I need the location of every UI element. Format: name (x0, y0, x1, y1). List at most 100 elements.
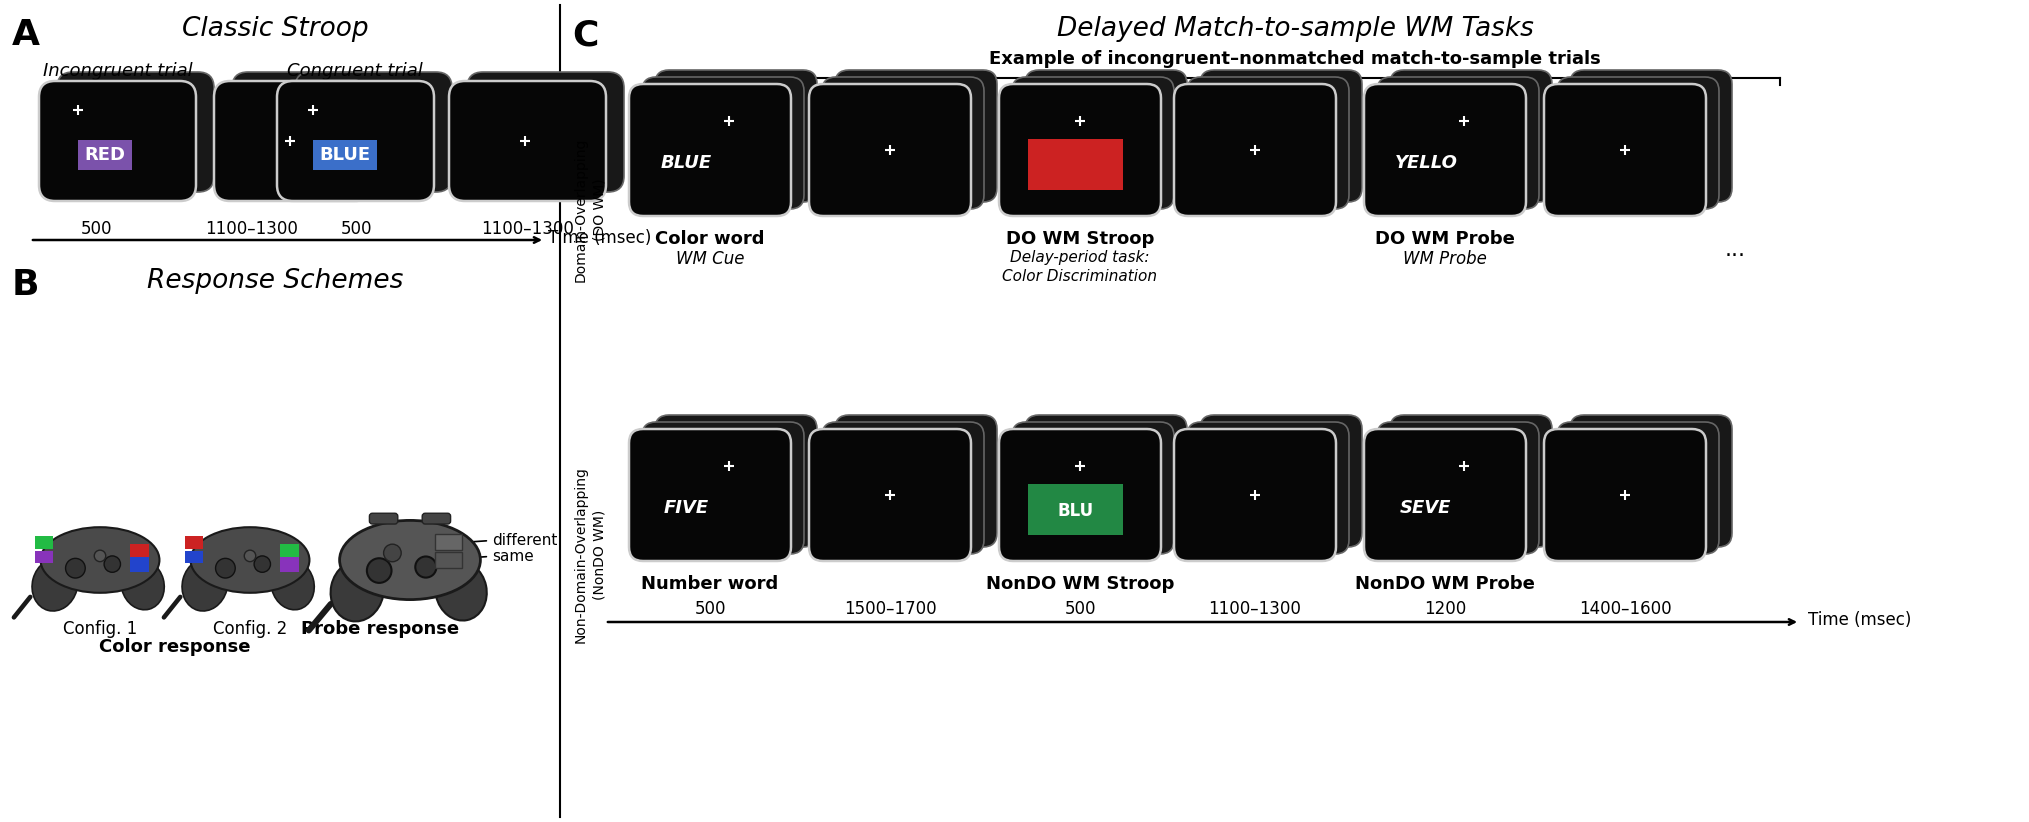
Text: different: different (491, 533, 558, 548)
Circle shape (103, 556, 120, 572)
Text: Incongruent trial: Incongruent trial (43, 62, 193, 80)
Text: BLU: BLU (1057, 501, 1094, 520)
Text: YELLO: YELLO (1394, 154, 1457, 172)
FancyBboxPatch shape (1390, 415, 1552, 547)
Text: 1100–1300: 1100–1300 (1209, 600, 1301, 618)
FancyBboxPatch shape (422, 513, 450, 524)
Circle shape (65, 558, 85, 578)
FancyBboxPatch shape (1025, 70, 1187, 202)
Ellipse shape (183, 558, 227, 611)
FancyBboxPatch shape (1029, 483, 1122, 535)
FancyBboxPatch shape (1378, 77, 1540, 209)
Text: 500: 500 (694, 600, 726, 618)
FancyBboxPatch shape (436, 534, 463, 551)
FancyBboxPatch shape (1556, 77, 1719, 209)
FancyBboxPatch shape (34, 551, 53, 563)
FancyBboxPatch shape (185, 536, 203, 549)
FancyBboxPatch shape (998, 84, 1161, 216)
FancyBboxPatch shape (1187, 77, 1349, 209)
Text: 1100–1300: 1100–1300 (205, 220, 298, 238)
Text: NonDO WM Stroop: NonDO WM Stroop (986, 575, 1175, 593)
Text: WM Probe: WM Probe (1404, 250, 1487, 268)
Text: DO WM Probe: DO WM Probe (1376, 230, 1516, 248)
FancyBboxPatch shape (655, 415, 818, 547)
Circle shape (215, 558, 235, 578)
Text: Delayed Match-to-sample WM Tasks: Delayed Match-to-sample WM Tasks (1057, 16, 1534, 42)
Text: Config. 2: Config. 2 (213, 620, 288, 638)
FancyBboxPatch shape (294, 72, 452, 192)
Text: Non-Domain-Overlapping
(NonDO WM): Non-Domain-Overlapping (NonDO WM) (574, 467, 607, 644)
Text: same: same (491, 549, 534, 564)
FancyBboxPatch shape (448, 81, 607, 201)
FancyBboxPatch shape (655, 70, 818, 202)
Circle shape (416, 556, 436, 578)
FancyBboxPatch shape (185, 551, 203, 563)
Text: 500: 500 (81, 220, 114, 238)
Text: Congruent trial: Congruent trial (288, 62, 422, 80)
Text: 1400–1600: 1400–1600 (1579, 600, 1672, 618)
Text: Time (msec): Time (msec) (548, 229, 651, 247)
FancyBboxPatch shape (836, 70, 996, 202)
Text: Color word: Color word (655, 230, 765, 248)
FancyBboxPatch shape (1378, 422, 1540, 554)
Ellipse shape (339, 520, 481, 599)
FancyBboxPatch shape (1544, 429, 1706, 561)
Text: Classic Stroop: Classic Stroop (183, 16, 369, 42)
Text: 1500–1700: 1500–1700 (844, 600, 935, 618)
FancyBboxPatch shape (231, 72, 390, 192)
FancyBboxPatch shape (1363, 429, 1526, 561)
FancyBboxPatch shape (1029, 139, 1122, 190)
FancyBboxPatch shape (822, 422, 984, 554)
FancyBboxPatch shape (1363, 84, 1526, 216)
FancyBboxPatch shape (39, 81, 197, 201)
FancyBboxPatch shape (1175, 429, 1335, 561)
Ellipse shape (436, 561, 487, 621)
Circle shape (254, 556, 270, 572)
Text: A: A (12, 18, 41, 52)
Circle shape (367, 558, 392, 583)
Text: Config. 1: Config. 1 (63, 620, 138, 638)
Text: BLUE: BLUE (659, 154, 712, 172)
FancyBboxPatch shape (280, 544, 298, 556)
FancyBboxPatch shape (1544, 84, 1706, 216)
Text: Domain-Overlapping
(DO WM): Domain-Overlapping (DO WM) (574, 138, 607, 282)
Text: ...: ... (1725, 240, 1747, 260)
Ellipse shape (191, 527, 310, 593)
FancyBboxPatch shape (1012, 422, 1175, 554)
Text: NonDO WM Probe: NonDO WM Probe (1355, 575, 1534, 593)
FancyBboxPatch shape (369, 513, 398, 524)
FancyBboxPatch shape (1187, 422, 1349, 554)
FancyBboxPatch shape (1199, 70, 1361, 202)
Text: B: B (12, 268, 39, 302)
FancyBboxPatch shape (836, 415, 996, 547)
Text: 1200: 1200 (1424, 600, 1467, 618)
FancyBboxPatch shape (1199, 415, 1361, 547)
Text: Delay-period task:
Color Discrimination: Delay-period task: Color Discrimination (1002, 250, 1157, 284)
FancyBboxPatch shape (998, 429, 1161, 561)
FancyBboxPatch shape (130, 557, 148, 572)
FancyBboxPatch shape (467, 72, 625, 192)
Text: Probe response: Probe response (300, 620, 459, 638)
Text: 500: 500 (1065, 600, 1096, 618)
FancyBboxPatch shape (641, 77, 803, 209)
FancyBboxPatch shape (1570, 70, 1733, 202)
Text: C: C (572, 18, 599, 52)
Text: DO WM Stroop: DO WM Stroop (1006, 230, 1155, 248)
Circle shape (383, 544, 402, 561)
FancyBboxPatch shape (810, 429, 972, 561)
FancyBboxPatch shape (629, 84, 791, 216)
FancyBboxPatch shape (436, 552, 463, 568)
Ellipse shape (331, 560, 383, 621)
FancyBboxPatch shape (1012, 77, 1175, 209)
Text: Example of incongruent–nonmatched match-to-sample trials: Example of incongruent–nonmatched match-… (988, 50, 1601, 68)
Text: BLUE: BLUE (319, 146, 371, 164)
Ellipse shape (41, 527, 160, 593)
Text: RED: RED (85, 146, 126, 164)
Text: Color response: Color response (99, 638, 252, 656)
FancyBboxPatch shape (822, 77, 984, 209)
Ellipse shape (122, 560, 164, 610)
Circle shape (93, 550, 106, 561)
FancyBboxPatch shape (34, 536, 53, 549)
Text: Time (msec): Time (msec) (1808, 611, 1911, 629)
FancyBboxPatch shape (130, 544, 148, 556)
